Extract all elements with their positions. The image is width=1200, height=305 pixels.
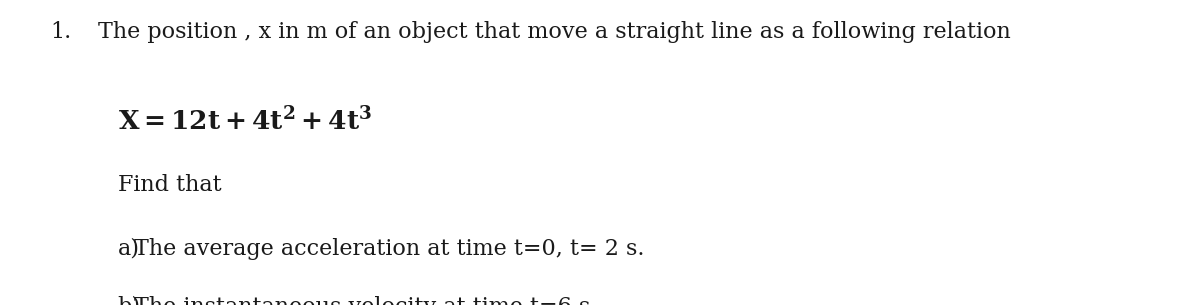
Text: $\mathbf{X= 12t + 4t^2 +4t^3}$: $\mathbf{X= 12t + 4t^2 +4t^3}$ (118, 107, 372, 135)
Text: The average acceleration at time t=0, t= 2 s.: The average acceleration at time t=0, t=… (134, 238, 644, 260)
Text: a): a) (118, 238, 139, 260)
Text: 1.: 1. (50, 21, 72, 43)
Text: Find that: Find that (118, 174, 221, 196)
Text: b): b) (118, 296, 140, 305)
Text: The position , x in m of an object that move a straight line as a following rela: The position , x in m of an object that … (98, 21, 1012, 43)
Text: The instantaneous velocity at time t=6 s.: The instantaneous velocity at time t=6 s… (134, 296, 598, 305)
